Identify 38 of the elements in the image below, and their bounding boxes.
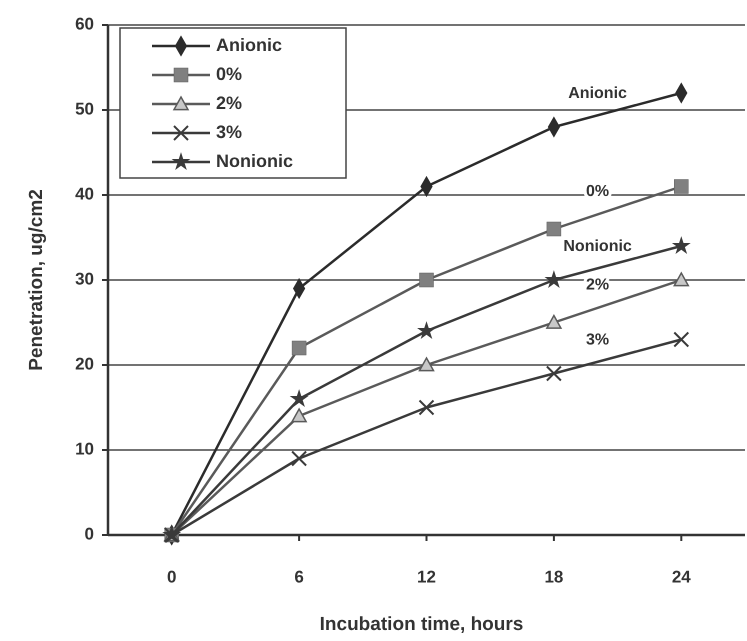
x-tick-label: 12 bbox=[417, 567, 436, 586]
y-tick-label: 50 bbox=[75, 99, 94, 118]
point bbox=[292, 340, 306, 356]
point bbox=[674, 272, 690, 286]
y-tick-label: 60 bbox=[75, 14, 94, 34]
y-tick-label: 0 bbox=[84, 524, 94, 544]
point bbox=[546, 222, 562, 236]
x-axis-title: Incubation time, hours bbox=[320, 614, 524, 635]
legend-label: Anionic bbox=[216, 34, 282, 55]
x-tick-label: 24 bbox=[672, 567, 692, 586]
text: Nonionic bbox=[563, 238, 632, 255]
y-tick-label: 40 bbox=[75, 184, 94, 204]
text: Anionic bbox=[568, 85, 627, 102]
x-tick-label: 6 bbox=[294, 567, 304, 586]
point bbox=[417, 321, 436, 340]
point bbox=[418, 400, 434, 416]
y-tick-label: 20 bbox=[75, 354, 94, 374]
point bbox=[546, 314, 562, 329]
point bbox=[672, 236, 691, 254]
legend-label: Nonionic bbox=[216, 150, 293, 171]
text: 2% bbox=[586, 276, 610, 294]
point bbox=[419, 272, 434, 288]
text: 3% bbox=[586, 332, 610, 348]
point bbox=[418, 357, 434, 372]
y-tick-label: 30 bbox=[75, 269, 94, 288]
point bbox=[546, 366, 562, 382]
point bbox=[291, 450, 308, 466]
point bbox=[291, 408, 307, 422]
point bbox=[673, 332, 690, 348]
x-tick-label: 18 bbox=[544, 567, 564, 586]
legend-label: 0% bbox=[216, 64, 242, 84]
point bbox=[674, 179, 689, 194]
legend-label: 2% bbox=[216, 92, 242, 113]
y-axis-title: Penetration, ug/cm2 bbox=[26, 189, 47, 371]
point bbox=[290, 389, 309, 408]
y-tick-label: 10 bbox=[75, 439, 94, 458]
legend-label: 3% bbox=[216, 122, 242, 142]
x-tick-label: 0 bbox=[166, 567, 176, 586]
